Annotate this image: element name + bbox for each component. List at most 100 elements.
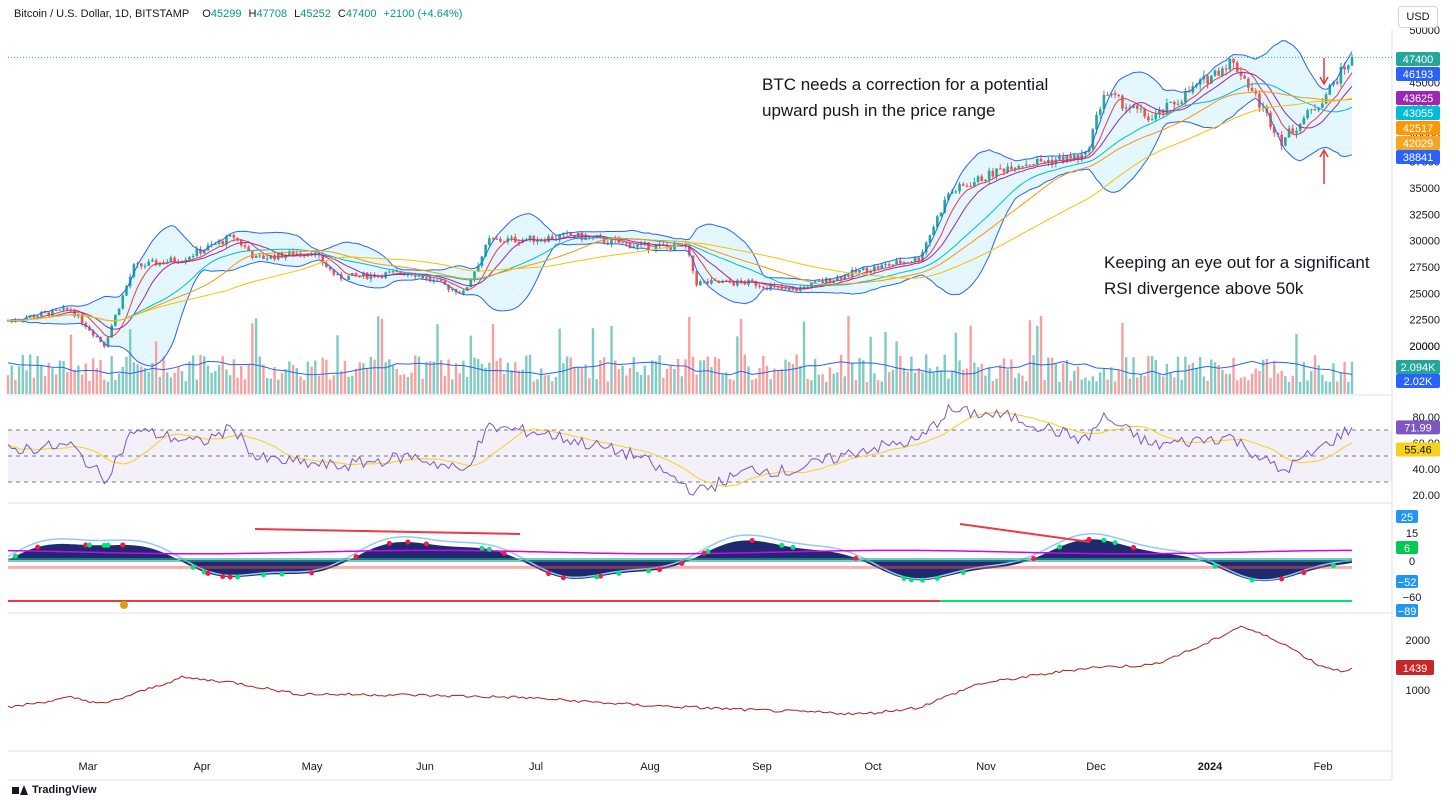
candle-body: [636, 244, 639, 247]
volume-bar: [902, 367, 906, 394]
volume-bar: [847, 315, 850, 394]
candle-body: [117, 308, 121, 315]
volume-bar: [1080, 379, 1083, 394]
candle-body: [391, 271, 395, 273]
candle-body: [1324, 94, 1328, 104]
candle-body: [147, 261, 150, 266]
volume-bar: [1006, 369, 1009, 394]
oscillator-signal-dot: [501, 550, 507, 556]
candle-body: [288, 251, 291, 256]
oscillator-signal-dot: [1301, 570, 1307, 576]
volume-bar: [913, 372, 917, 394]
candle-body: [1143, 108, 1146, 117]
candle-body: [40, 312, 43, 317]
volume-bar: [221, 356, 224, 394]
price-tag-label: 42029: [1403, 138, 1434, 150]
volume-bar: [921, 372, 924, 394]
oscillator-signal-dot: [546, 571, 552, 577]
volume-bar: [269, 378, 273, 394]
price-tag-label: 42517: [1403, 123, 1434, 135]
volume-bar: [166, 372, 169, 394]
volume-bar: [684, 359, 687, 394]
candle-body: [351, 272, 354, 276]
candle-body: [291, 251, 295, 256]
candle-body: [1210, 75, 1213, 84]
candle-body: [106, 337, 110, 347]
volume-bar: [184, 381, 187, 394]
candle-body: [906, 262, 910, 264]
candle-body: [1024, 164, 1028, 167]
volume-bar: [1069, 380, 1072, 394]
volume-bar: [1228, 374, 1232, 394]
volume-bar: [1298, 381, 1302, 394]
candle-body: [121, 295, 125, 309]
candle-body: [132, 264, 136, 277]
oscillator-signal-dot: [1086, 536, 1092, 542]
candle-body: [917, 257, 921, 262]
oscillator-signal-dot: [235, 574, 241, 580]
oscillator-signal-dot: [646, 568, 652, 574]
volume-bar: [51, 368, 54, 394]
candle-body: [484, 244, 487, 257]
volume-bar: [169, 377, 173, 394]
candle-body: [1069, 155, 1072, 159]
arrow-down-head: [1319, 76, 1329, 86]
volume-bar: [665, 368, 669, 394]
volume-bar: [1176, 356, 1180, 394]
candle-body: [969, 186, 972, 188]
volume-bar: [447, 359, 450, 394]
volume-bar: [595, 379, 598, 394]
candle-body: [25, 317, 28, 320]
oscillator-signal-dot: [479, 545, 485, 551]
candle-body: [1243, 75, 1246, 79]
candle-body: [1139, 108, 1143, 110]
chart-header: Bitcoin / U.S. Dollar, 1D, BITSTAMP O452…: [14, 8, 463, 20]
candle-body: [732, 282, 735, 286]
volume-group: [6, 315, 1354, 394]
volume-bar: [1224, 373, 1228, 394]
candle-body: [658, 244, 661, 246]
candle-body: [758, 285, 761, 287]
currency-button[interactable]: USD: [1398, 6, 1438, 28]
volume-bar: [780, 369, 784, 394]
volume-bar: [1236, 380, 1239, 394]
candle-body: [1117, 94, 1121, 96]
volume-bar: [747, 366, 750, 394]
candle-body: [1239, 71, 1243, 76]
candle-body: [821, 280, 824, 283]
volume-ma-line: [7, 360, 1353, 376]
oscillator-signal-dot: [560, 575, 566, 581]
volume-bar: [358, 362, 361, 394]
candle-body: [932, 227, 935, 236]
volume-bar: [680, 376, 684, 394]
price-tick-label: 30000: [1409, 236, 1440, 248]
divergence-line: [254, 528, 521, 535]
volume-bar: [832, 373, 835, 394]
candle-body: [254, 255, 258, 258]
volume-bar: [254, 318, 258, 394]
volume-bar: [88, 380, 91, 394]
candle-body: [710, 279, 713, 284]
volume-bar: [976, 367, 980, 394]
volume-bar: [602, 357, 606, 394]
candle-body: [1221, 68, 1224, 76]
candle-body: [647, 242, 650, 250]
volume-bar: [1165, 363, 1169, 394]
candle-body: [1302, 117, 1306, 125]
candle-body: [621, 242, 624, 244]
volume-bar: [1280, 370, 1283, 394]
candle-body: [439, 279, 443, 282]
volume-bar: [865, 381, 869, 394]
candle-body: [195, 248, 199, 256]
symbol-title: Bitcoin / U.S. Dollar, 1D, BITSTAMP: [14, 8, 190, 20]
oscillator-signal-dot: [749, 538, 755, 544]
volume-bar: [584, 364, 587, 394]
osc-tag-bg: [1396, 575, 1418, 588]
candle-body: [991, 170, 995, 177]
ma-orange: [7, 91, 1353, 322]
volume-bar: [506, 362, 510, 394]
candle-body: [354, 272, 358, 276]
volume-bar: [702, 360, 706, 394]
volume-bar: [991, 380, 995, 394]
